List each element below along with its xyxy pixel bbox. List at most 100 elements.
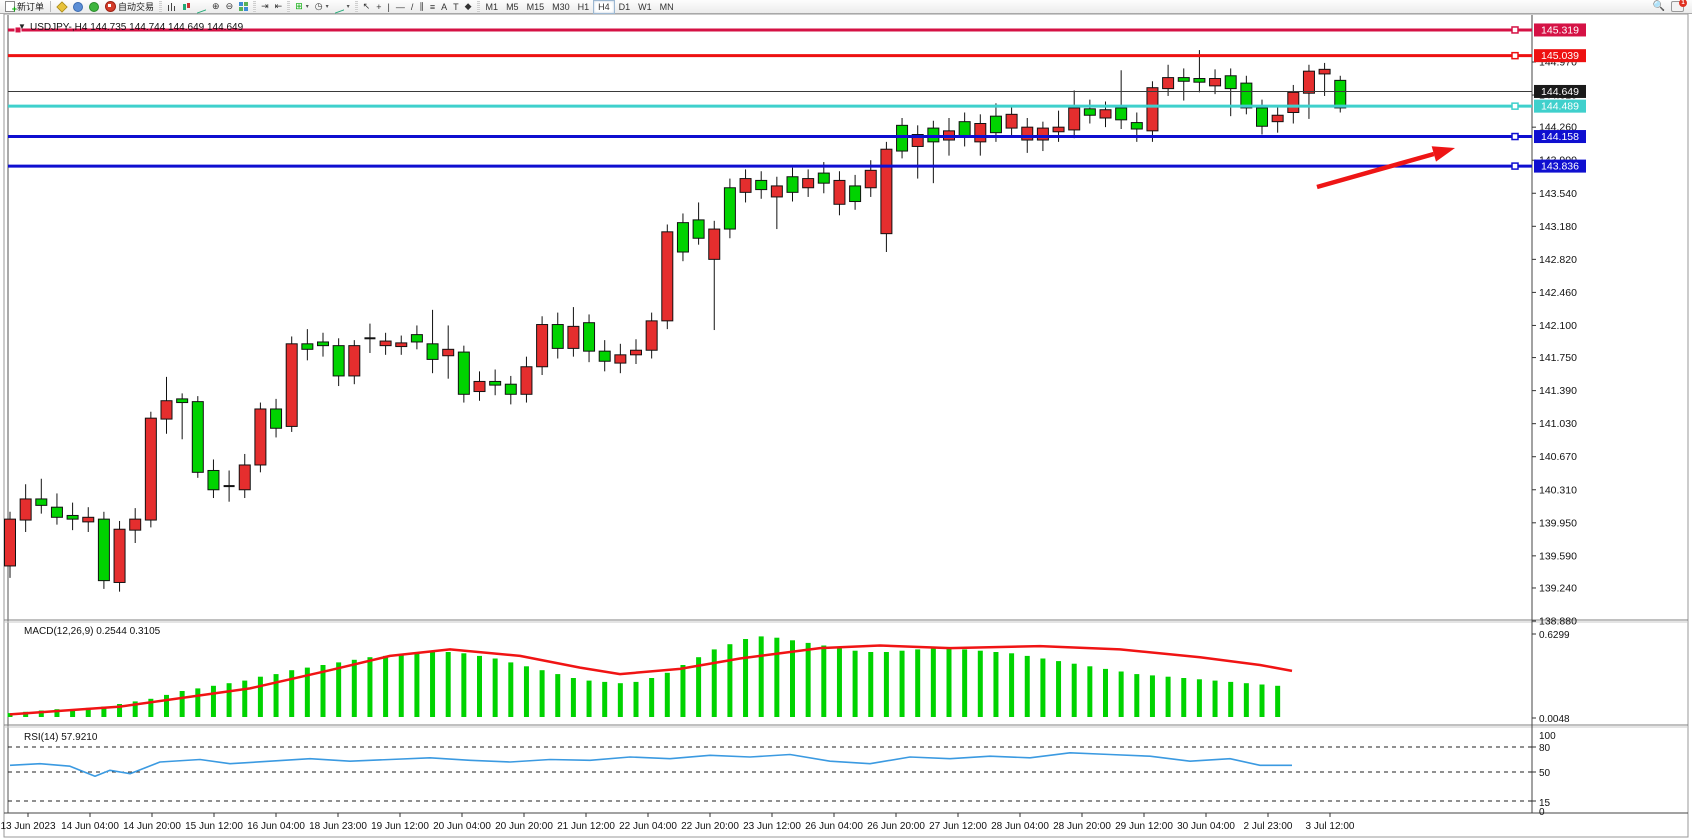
text-button[interactable]: A [438,0,450,13]
tf-M5[interactable]: M5 [506,1,519,12]
svg-text:139.950: 139.950 [1539,517,1577,529]
macd-bar [101,706,107,717]
svg-text:29 Jun 12:00: 29 Jun 12:00 [1115,821,1173,832]
macd-bar [304,667,310,717]
templates-button[interactable]: ▾ [332,0,353,14]
hline-144.489[interactable]: 144.489 [8,99,1586,113]
macd-bar [962,649,968,717]
macd-bar [664,672,670,717]
add-indicator-button[interactable]: ⊞ ▾ [292,0,312,13]
macd-bar [1149,675,1155,717]
text-icon: A [441,1,448,12]
macd-bar [226,683,232,717]
trendline-button[interactable]: / [408,0,417,13]
svg-text:0.0048: 0.0048 [1539,714,1570,725]
separator [287,1,291,12]
macd-bar [38,710,44,717]
svg-text:141.750: 141.750 [1539,352,1577,364]
svg-text:15: 15 [1539,798,1551,809]
tf-H1[interactable]: H1 [577,1,590,12]
svg-text:▼: ▼ [18,22,26,31]
tf-D1[interactable]: D1 [618,1,631,12]
tf-MN[interactable]: MN [659,1,674,12]
signals-button[interactable] [86,0,102,13]
macd-bar [351,659,357,717]
chart-shift-button[interactable]: ⇤ [272,0,286,13]
auto-scroll-button[interactable]: ⇥ [258,0,272,13]
macd-bar [1212,680,1218,717]
macd-bar [383,655,389,717]
svg-text:22 Jun 20:00: 22 Jun 20:00 [681,821,739,832]
macd-bar [555,674,561,717]
trend-arrow[interactable] [1316,146,1455,190]
label-button[interactable]: T [450,0,462,13]
svg-text:27 Jun 12:00: 27 Jun 12:00 [929,821,987,832]
fibonacci-button[interactable]: ≡ [427,0,438,13]
separator [354,1,358,12]
macd-bar [633,681,639,717]
line-handle[interactable] [1511,26,1519,34]
new-order-button[interactable]: 新订单 [2,0,47,14]
channel-icon: ∥ [419,1,424,11]
macd-bar [1040,658,1046,717]
price-badge [1534,23,1586,37]
vertical-line-button[interactable]: | [384,0,392,13]
channel-button[interactable]: ∥ [416,0,427,13]
user-icon [73,1,84,12]
candlestick-button[interactable] [179,0,194,13]
dropdown-arrow-icon: ▾ [346,4,350,10]
tile-windows-icon [239,2,249,11]
line-chart-icon [197,0,207,14]
chat-icon[interactable]: 1 [1671,0,1687,12]
macd-bar [899,650,905,717]
line-handle[interactable] [14,26,22,34]
tf-W1[interactable]: W1 [638,1,652,12]
periods-button[interactable]: ◷ ▾ [312,0,332,13]
tf-H4[interactable]: H4 [593,0,615,14]
profile-button[interactable] [70,0,86,13]
search-icon[interactable]: 🔍 [1652,1,1665,12]
svg-text:141.390: 141.390 [1539,385,1577,397]
horizontal-line-button[interactable]: — [393,0,408,13]
svg-text:144.158: 144.158 [1541,131,1579,143]
svg-text:28 Jun 04:00: 28 Jun 04:00 [991,821,1049,832]
cursor-button[interactable]: ↖ [360,0,374,13]
hline-143.836[interactable]: 143.836 [8,159,1586,173]
svg-text:26 Jun 20:00: 26 Jun 20:00 [867,821,925,832]
svg-text:14 Jun 04:00: 14 Jun 04:00 [61,821,119,832]
shapes-button[interactable]: ◆ [462,0,475,13]
svg-text:21 Jun 12:00: 21 Jun 12:00 [557,821,615,832]
hline-145.319[interactable]: 145.319 [8,23,1586,37]
tf-M30[interactable]: M30 [552,1,570,12]
macd-bar [805,642,811,717]
macd-bar [1275,685,1281,717]
vertical-line-icon: | [387,1,390,12]
crosshair-button[interactable]: + [373,0,384,13]
line-handle[interactable] [1511,51,1519,60]
tf-M15[interactable]: M15 [526,1,545,12]
market-watch-button[interactable] [54,0,70,13]
hline-144.649[interactable]: 144.649 [8,84,1586,98]
auto-scroll-icon: ⇥ [261,1,269,11]
label-icon: T [453,1,459,12]
svg-text:145.039: 145.039 [1541,50,1579,62]
tf-M1[interactable]: M1 [485,1,499,12]
macd-bar [7,713,13,717]
line-handle[interactable] [1511,132,1519,141]
line-handle[interactable] [1511,162,1519,170]
line-chart-button[interactable] [194,0,209,14]
zoom-in-button[interactable]: ⊕ [209,0,223,13]
hline-145.039[interactable]: 145.039 [8,49,1586,63]
bar-chart-button[interactable] [164,0,179,13]
svg-text:143.180: 143.180 [1539,221,1577,233]
hline-144.158[interactable]: 144.158 [8,130,1586,144]
drawing-toolbar: ↖ + | — / ∥ ≡ A T ◆ [360,0,475,13]
autotrading-icon [105,1,117,12]
line-handle[interactable] [1511,102,1519,110]
autotrading-button[interactable]: 自动交易 [102,0,157,13]
macd-label: MACD(12,26,9) 0.2544 0.3105 [24,626,161,637]
svg-text:0.6299: 0.6299 [1539,630,1570,641]
tile-windows-button[interactable] [236,0,251,13]
zoom-out-button[interactable]: ⊖ [223,0,237,13]
